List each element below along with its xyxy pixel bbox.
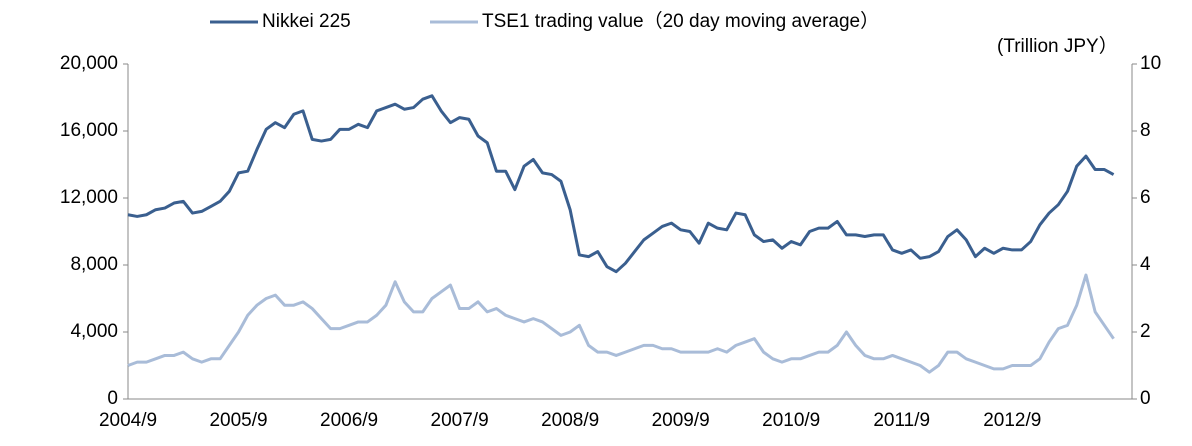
y2-tick-label: 8 (1140, 120, 1151, 141)
y2-tick-label: 2 (1140, 321, 1151, 342)
series-line (127, 94, 1115, 274)
y-tick-label: 12,000 (60, 187, 118, 208)
x-tick-label: 2007/9 (431, 410, 489, 431)
y-tick-label: 0 (107, 388, 118, 409)
x-tick-label: 2005/9 (209, 410, 267, 431)
x-tick-label: 2006/9 (320, 410, 378, 431)
series-line (127, 273, 1115, 374)
legend-label: Nikkei 225 (262, 11, 351, 32)
x-tick-label: 2009/9 (652, 410, 710, 431)
legend-label: TSE1 trading value（20 day moving average… (482, 10, 879, 32)
y-tick-label: 4,000 (70, 321, 118, 342)
y2-tick-label: 0 (1140, 388, 1151, 409)
x-tick-label: 2008/9 (541, 410, 599, 431)
y2-tick-label: 10 (1140, 53, 1161, 74)
y2-tick-label: 6 (1140, 187, 1151, 208)
x-tick-label: 2004/9 (99, 410, 157, 431)
y-tick-label: 16,000 (60, 120, 118, 141)
y2-tick-label: 4 (1140, 254, 1151, 275)
x-tick-label: 2010/9 (762, 410, 820, 431)
x-tick-label: 2011/9 (873, 410, 930, 431)
y-tick-label: 8,000 (70, 254, 118, 275)
y-tick-label: 20,000 (60, 53, 118, 74)
x-tick-label: 2012/9 (983, 410, 1041, 431)
y2-axis-label: (Trillion JPY） (997, 35, 1118, 57)
